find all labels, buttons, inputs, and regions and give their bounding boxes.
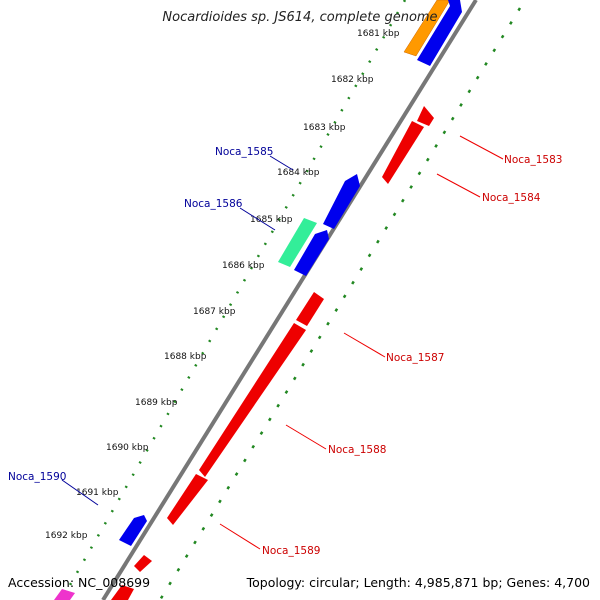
accession-text: Accession: NC_008699	[8, 575, 151, 590]
gene-noca-1587	[296, 292, 324, 326]
tick-label: 1685 kbp	[250, 215, 293, 225]
tick-label: 1686 kbp	[222, 261, 265, 271]
gene-label-noca-1586: Noca_1586	[184, 198, 243, 210]
gene-noca-1584	[382, 121, 424, 184]
topology-text: Topology: circular; Length: 4,985,871 bp…	[246, 575, 590, 590]
inner-dotted-track	[68, 0, 407, 586]
leader-noca-1590	[61, 479, 99, 506]
tick-label: 1682 kbp	[331, 75, 374, 85]
genome-backbone	[101, 0, 478, 600]
gene-noca-1585	[323, 174, 360, 229]
gene-noca-1586	[294, 230, 329, 276]
tick-label: 1683 kbp	[303, 123, 346, 133]
tick-label: 1684 kbp	[277, 168, 320, 178]
leader-noca-1588	[285, 424, 327, 450]
gene-labels: Noca_1583 Noca_1584 Noca_1585 Noca_1586 …	[8, 146, 562, 557]
gene-noca-1590	[119, 515, 147, 546]
tick-label: 1681 kbp	[357, 29, 400, 39]
gene-label-noca-1585: Noca_1585	[215, 146, 273, 158]
gene-noca-1586-teal	[278, 218, 317, 267]
outer-dotted-track	[158, 7, 522, 600]
gene-noca-1588	[199, 323, 306, 477]
leader-noca-1586	[239, 207, 276, 231]
gene-noca-1583	[417, 106, 434, 126]
gene-label-noca-1587: Noca_1587	[386, 352, 444, 364]
gene-label-noca-1590: Noca_1590	[8, 471, 66, 483]
gene-label-noca-1589: Noca_1589	[262, 545, 320, 557]
gene-magenta	[54, 589, 75, 600]
tick-label: 1688 kbp	[164, 352, 207, 362]
tick-label: 1687 kbp	[193, 307, 236, 317]
gene-label-noca-1583: Noca_1583	[504, 154, 562, 166]
leader-noca-1583	[459, 135, 504, 160]
leader-noca-1585	[269, 155, 294, 171]
label-leader-lines	[61, 135, 504, 550]
leader-noca-1584	[436, 173, 481, 198]
tick-label: 1689 kbp	[135, 398, 178, 408]
gene-label-noca-1588: Noca_1588	[328, 444, 386, 456]
gene-noca-1589	[167, 474, 208, 525]
gene-red-bottom-2	[111, 585, 134, 600]
leader-noca-1589	[219, 523, 261, 550]
gene-orange	[403, 0, 451, 57]
gene-red-bottom	[134, 555, 152, 572]
map-title: Nocardioides sp. JS614, complete genome	[162, 10, 438, 25]
tick-label: 1692 kbp	[45, 531, 88, 541]
tick-labels: 1681 kbp 1682 kbp 1683 kbp 1684 kbp 1685…	[45, 29, 400, 541]
gene-blue-top	[417, 0, 462, 66]
gene-label-noca-1584: Noca_1584	[482, 192, 541, 204]
tick-label: 1690 kbp	[106, 443, 149, 453]
leader-noca-1587	[343, 332, 386, 358]
tick-label: 1691 kbp	[76, 488, 119, 498]
